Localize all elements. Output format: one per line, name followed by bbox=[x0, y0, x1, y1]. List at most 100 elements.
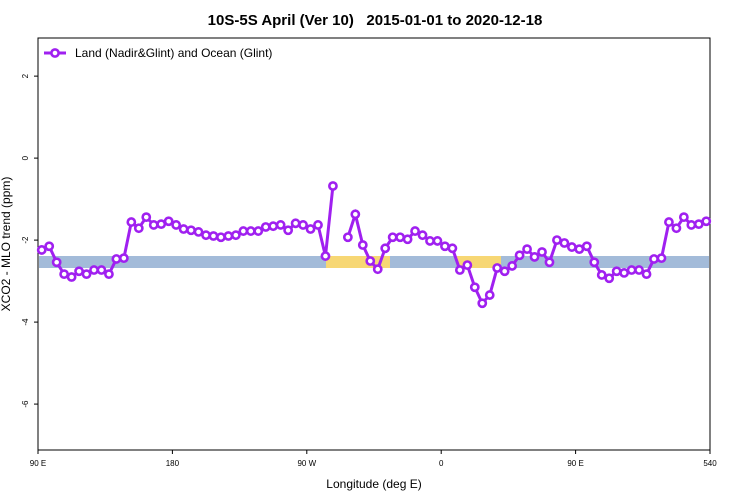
data-point bbox=[701, 216, 712, 227]
data-point bbox=[186, 225, 196, 236]
data-point bbox=[230, 230, 241, 241]
data-point bbox=[596, 270, 607, 280]
data-point bbox=[611, 266, 622, 277]
data-point bbox=[537, 247, 547, 257]
data-point bbox=[96, 265, 107, 275]
data-point bbox=[298, 220, 308, 230]
data-point bbox=[492, 263, 503, 273]
data-point bbox=[484, 290, 495, 300]
data-point bbox=[380, 243, 391, 254]
data-point bbox=[342, 232, 353, 243]
data-point bbox=[238, 226, 249, 236]
data-point bbox=[581, 241, 592, 252]
data-point bbox=[59, 269, 70, 280]
data-point bbox=[410, 226, 420, 236]
data-point bbox=[693, 219, 704, 230]
data-point bbox=[440, 241, 450, 252]
data-point bbox=[133, 223, 144, 234]
data-point bbox=[350, 209, 361, 220]
data-point bbox=[372, 264, 383, 275]
chart-title: 10S-5S April (Ver 10) 2015-01-01 to 2020… bbox=[208, 12, 543, 29]
legend-marker bbox=[50, 48, 60, 58]
data-point bbox=[156, 219, 167, 230]
data-point bbox=[260, 222, 271, 232]
data-point bbox=[253, 226, 264, 236]
plot-frame bbox=[37, 37, 711, 451]
data-point bbox=[514, 250, 525, 261]
data-point bbox=[559, 238, 570, 248]
data-point bbox=[89, 265, 99, 275]
x-tick-label: 90 E bbox=[567, 459, 583, 468]
data-point bbox=[141, 212, 152, 223]
data-point bbox=[201, 230, 211, 241]
data-point bbox=[313, 220, 323, 230]
y-tick-label: -2 bbox=[21, 236, 30, 244]
data-point bbox=[81, 269, 92, 280]
data-point bbox=[126, 217, 137, 227]
data-point bbox=[163, 216, 174, 227]
data-point bbox=[357, 240, 368, 250]
data-point bbox=[320, 251, 331, 261]
data-point bbox=[477, 298, 488, 309]
data-point bbox=[402, 234, 413, 245]
data-point bbox=[148, 220, 159, 230]
data-point bbox=[671, 223, 682, 234]
data-point bbox=[387, 232, 398, 243]
x-tick-label: 90 W bbox=[297, 459, 316, 468]
data-point bbox=[507, 261, 518, 271]
data-point bbox=[686, 220, 697, 230]
legend-label: Land (Nadir&Glint) and Ocean (Glint) bbox=[75, 46, 272, 60]
data-point bbox=[44, 241, 55, 252]
data-point bbox=[208, 231, 219, 241]
data-point bbox=[626, 265, 637, 275]
data-point bbox=[664, 217, 674, 227]
y-tick-label: 0 bbox=[21, 155, 30, 160]
data-point bbox=[656, 253, 667, 264]
x-tick-label: 540 bbox=[703, 459, 717, 468]
y-tick-label: -6 bbox=[21, 400, 30, 408]
data-point bbox=[193, 227, 204, 237]
data-point bbox=[469, 282, 480, 293]
data-point bbox=[432, 236, 443, 246]
data-point bbox=[395, 232, 406, 243]
data-point bbox=[118, 253, 129, 264]
data-point bbox=[290, 218, 301, 229]
x-tick-label: 180 bbox=[166, 459, 180, 468]
x-tick-label: 90 E bbox=[30, 459, 46, 468]
data-point bbox=[268, 221, 279, 232]
data-point bbox=[634, 265, 644, 275]
data-point bbox=[275, 220, 286, 230]
data-point bbox=[178, 224, 189, 234]
y-tick-label: 2 bbox=[21, 73, 30, 78]
data-point bbox=[365, 256, 376, 266]
data-point bbox=[111, 254, 122, 264]
data-point bbox=[649, 254, 659, 264]
data-point bbox=[328, 181, 338, 191]
data-point bbox=[447, 243, 458, 254]
data-point bbox=[462, 260, 473, 271]
data-point bbox=[499, 266, 510, 277]
data-point bbox=[51, 257, 62, 268]
data-point bbox=[589, 257, 600, 268]
data-point bbox=[104, 269, 114, 280]
data-point bbox=[574, 244, 585, 255]
data-point bbox=[245, 226, 256, 236]
data-point bbox=[216, 232, 226, 243]
data-point bbox=[454, 265, 465, 275]
data-point bbox=[678, 212, 689, 223]
data-point bbox=[641, 269, 652, 280]
data-point bbox=[552, 235, 562, 246]
data-point bbox=[522, 244, 532, 255]
data-point bbox=[425, 236, 435, 246]
data-point bbox=[36, 245, 47, 255]
y-tick-label: -4 bbox=[21, 318, 30, 326]
data-point bbox=[417, 230, 428, 241]
data-point bbox=[529, 252, 540, 262]
data-point bbox=[74, 266, 84, 277]
y-axis-label: XCO2 - MLO trend (ppm) bbox=[0, 177, 13, 312]
x-axis-label: Longitude (deg E) bbox=[326, 477, 421, 491]
data-point bbox=[283, 225, 294, 236]
x-tick-label: 0 bbox=[439, 459, 444, 468]
data-point bbox=[305, 224, 316, 234]
